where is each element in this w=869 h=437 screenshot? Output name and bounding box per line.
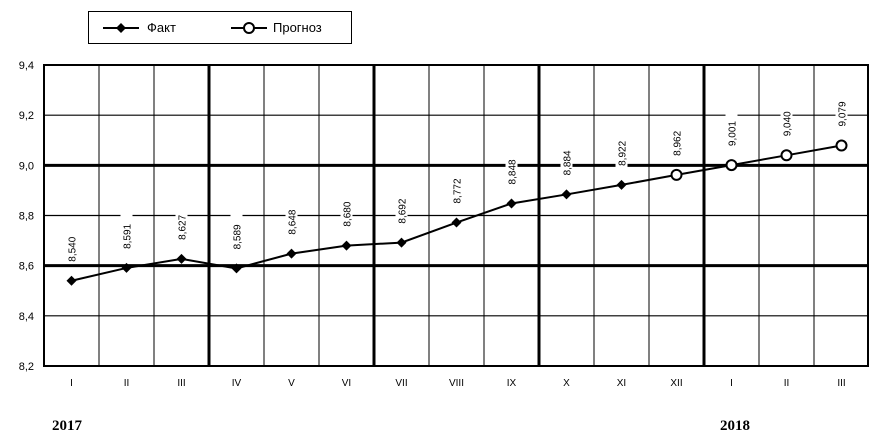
data-label-text: 9,001 [728, 121, 739, 146]
data-label: 9,040 [780, 100, 794, 139]
series-line-forecast [676, 144, 842, 176]
data-label: 8,540 [65, 225, 79, 264]
data-label: 8,648 [285, 198, 299, 237]
data-label-bg [395, 187, 408, 226]
data-label-bg [725, 110, 738, 149]
data-label: 8,772 [450, 167, 464, 206]
x-tick-label: X [563, 378, 570, 389]
data-label-bg [120, 212, 133, 251]
data-label-bg [175, 203, 188, 242]
y-tick-label: 9,4 [19, 60, 34, 72]
data-label: 9,001 [725, 110, 739, 149]
x-tick-label: V [288, 378, 295, 389]
x-tick-label: III [177, 378, 185, 389]
year-label-2018: 2018 [720, 418, 750, 434]
legend-forecast-marker [243, 22, 255, 34]
data-label-text: 8,680 [343, 201, 354, 226]
data-label: 8,627 [175, 203, 189, 242]
fact-point [616, 179, 627, 190]
data-label-text: 8,848 [508, 159, 519, 184]
y-tick-label: 9,2 [19, 110, 34, 122]
data-label-bg [285, 198, 298, 237]
fact-point [231, 263, 242, 274]
data-label-bg [670, 119, 683, 158]
data-label-text: 8,589 [233, 224, 244, 249]
fact-point [396, 237, 407, 248]
data-label-bg [615, 129, 628, 168]
legend-forecast-label: Прогноз [273, 20, 322, 35]
data-label-bg [560, 139, 573, 178]
data-label: 8,848 [505, 148, 519, 187]
fact-point [286, 248, 297, 259]
y-tick-label: 9,0 [19, 160, 34, 172]
x-tick-label: VII [395, 378, 407, 389]
data-label-text: 8,692 [398, 198, 409, 223]
data-label: 8,922 [615, 129, 629, 168]
fact-point [121, 262, 132, 273]
data-label-bg [835, 90, 848, 129]
x-tick-label: III [837, 378, 845, 389]
forecast-point [780, 149, 793, 162]
data-label-text: 9,079 [838, 101, 849, 126]
y-tick-label: 8,6 [19, 261, 34, 273]
fact-point [506, 198, 517, 209]
fact-point [451, 217, 462, 228]
fact-point [561, 189, 572, 200]
legend-symbols [103, 22, 267, 34]
legend-fact-marker [116, 23, 126, 33]
data-label-bg [340, 190, 353, 229]
data-label: 8,589 [230, 213, 244, 252]
legend-fact-label: Факт [147, 20, 176, 35]
data-label-bg [230, 213, 243, 252]
forecast-point [725, 159, 738, 172]
fact-point [66, 275, 77, 286]
x-tick-label: VIII [449, 378, 464, 389]
fact-point [341, 240, 352, 251]
x-tick-label: I [70, 378, 73, 389]
data-label-bg [450, 167, 463, 206]
data-label-text: 9,040 [783, 111, 794, 136]
fact-point [176, 253, 187, 264]
x-tick-label: IX [507, 378, 517, 389]
data-label: 8,962 [670, 119, 684, 158]
data-label: 8,884 [560, 139, 574, 178]
data-label: 8,591 [120, 212, 134, 251]
y-tick-label: 8,2 [19, 361, 34, 373]
legend: Факт Прогноз [88, 11, 352, 44]
y-tick-label: 8,4 [19, 311, 34, 323]
x-tick-label: I [730, 378, 733, 389]
data-label-bg [780, 100, 793, 139]
x-tick-label: II [124, 378, 130, 389]
year-label-2017: 2017 [52, 418, 82, 434]
data-label-text: 8,591 [123, 223, 134, 248]
y-tick-label: 8,8 [19, 211, 34, 223]
forecast-point [670, 168, 683, 181]
data-label-text: 8,627 [178, 214, 189, 239]
data-label-text: 8,922 [618, 140, 629, 165]
x-tick-label: II [784, 378, 790, 389]
data-label-text: 8,648 [288, 209, 299, 234]
x-tick-label: XI [617, 378, 626, 389]
data-label: 8,680 [340, 190, 354, 229]
data-label-text: 8,540 [68, 236, 79, 261]
forecast-point [835, 139, 848, 152]
data-label: 9,079 [835, 90, 849, 129]
data-label-text: 8,884 [563, 150, 574, 175]
data-label-bg [505, 148, 518, 187]
data-label: 8,692 [395, 187, 409, 226]
data-label-text: 8,772 [453, 178, 464, 203]
data-label-text: 8,962 [673, 130, 684, 155]
series-line-fact [71, 173, 677, 282]
data-label-bg [65, 225, 78, 264]
x-tick-label: VI [342, 378, 351, 389]
x-tick-label: XII [670, 378, 682, 389]
x-tick-label: IV [232, 378, 242, 389]
